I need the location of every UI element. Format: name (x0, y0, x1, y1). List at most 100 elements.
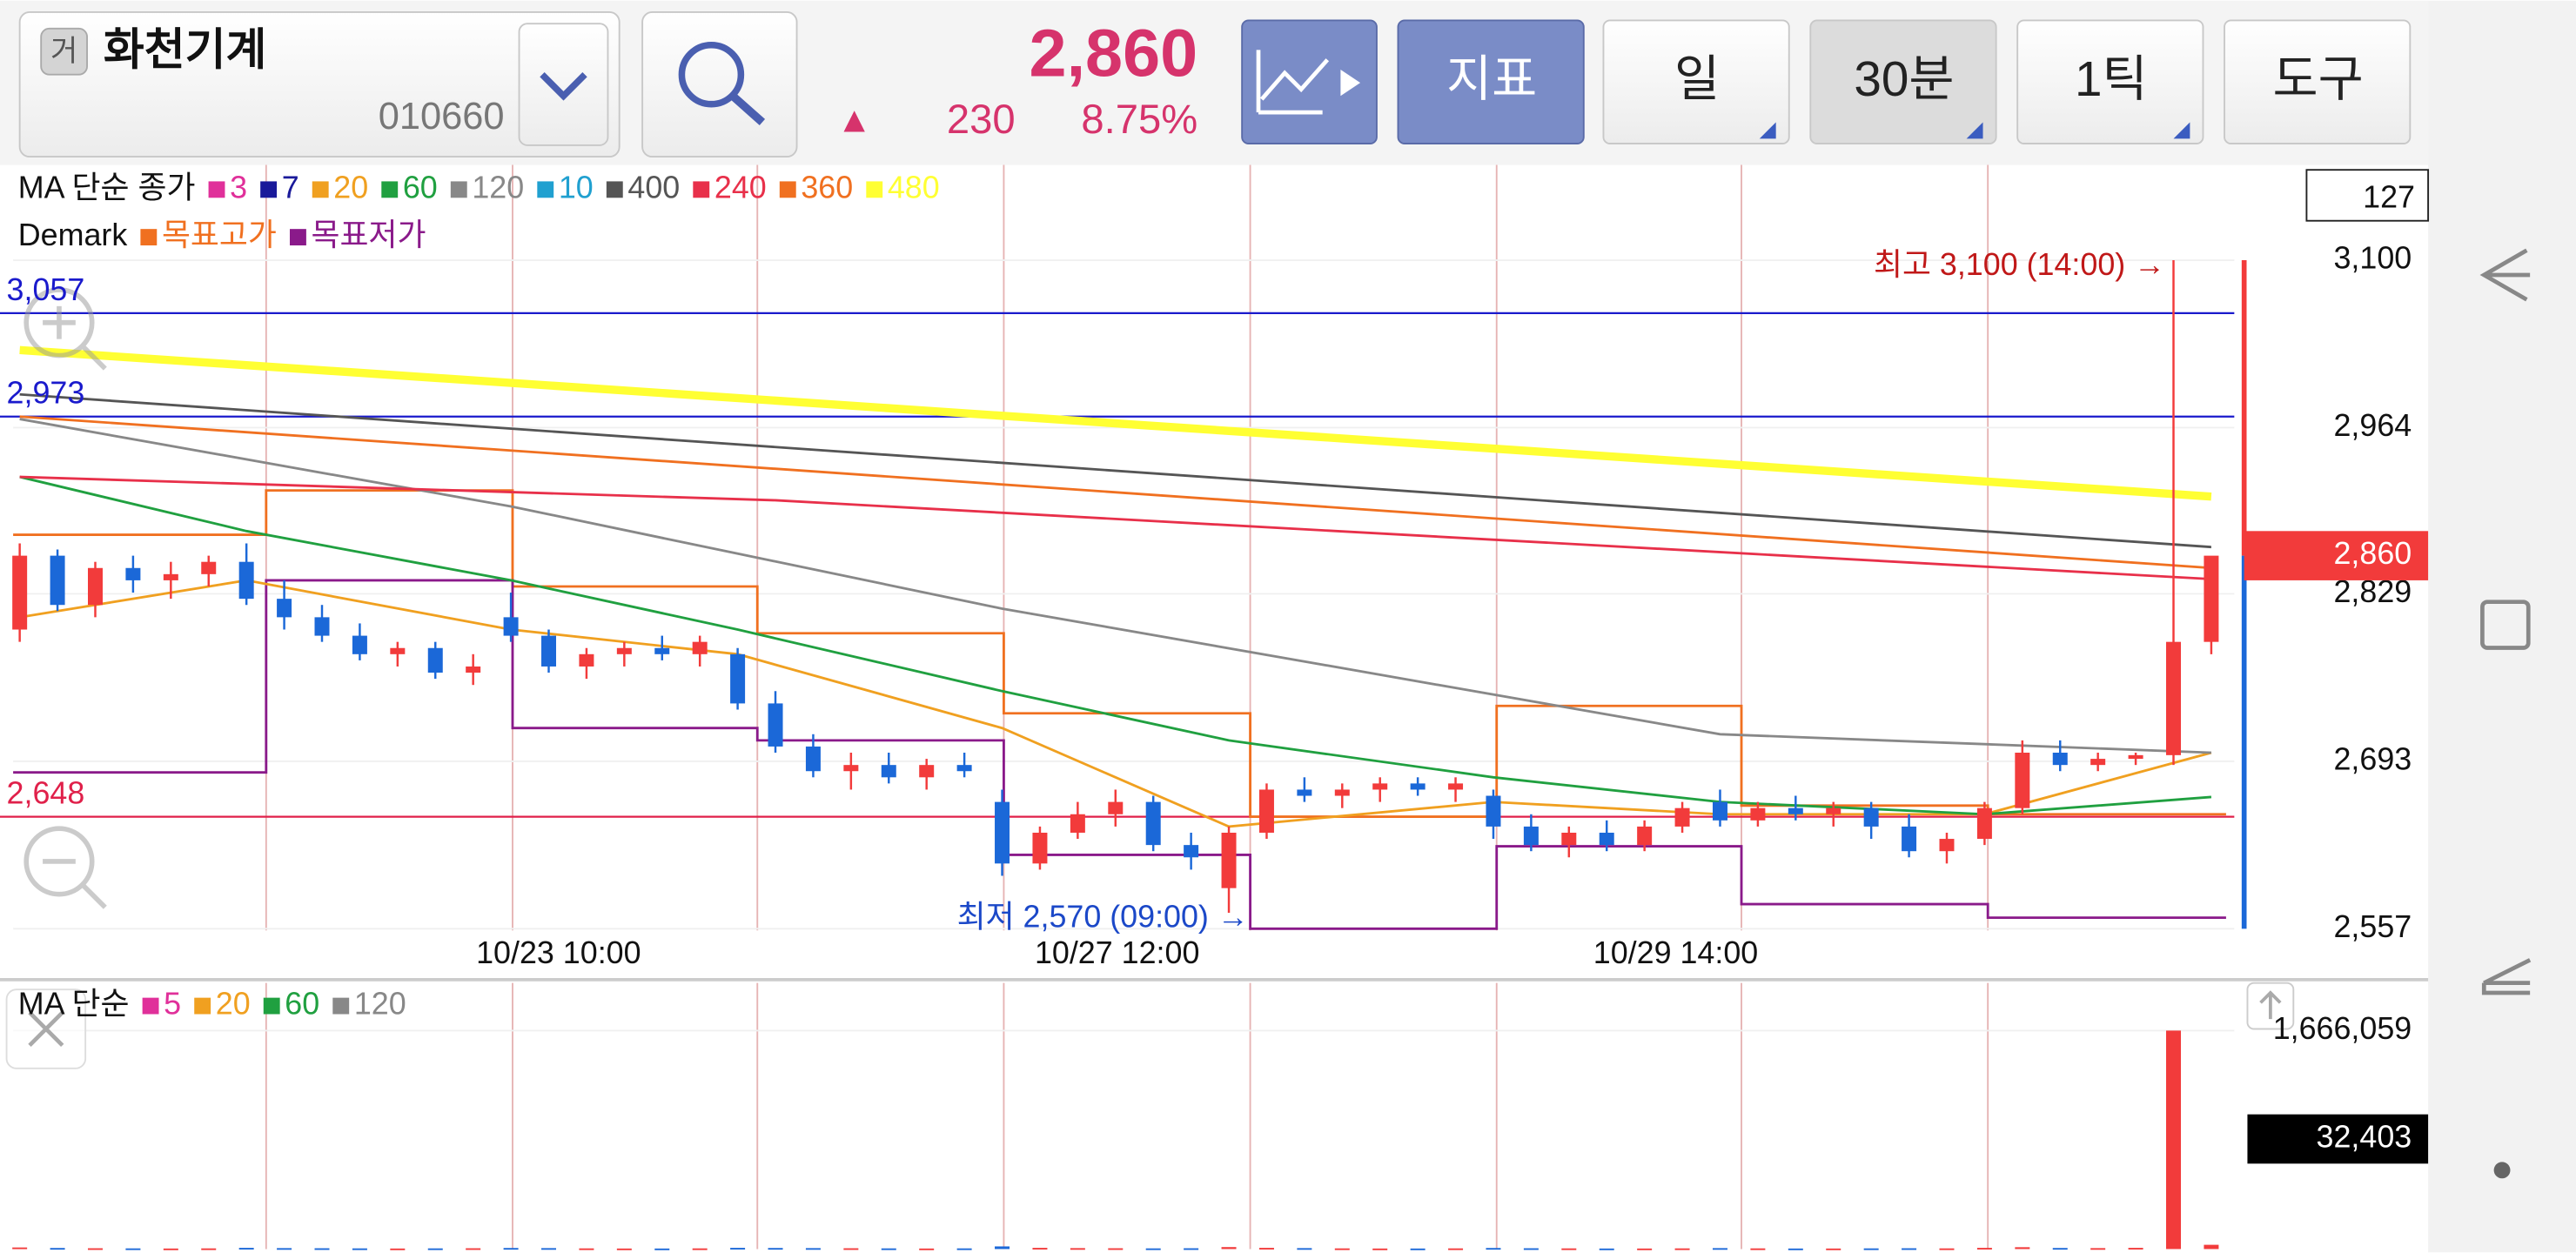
candle-body (1334, 789, 1350, 796)
candle-body (1939, 839, 1955, 852)
plot (0, 259, 2235, 1032)
volume-bar (881, 1248, 896, 1250)
candle-body (50, 555, 65, 606)
legend-item: 5 (164, 987, 181, 1022)
candle-body (541, 635, 557, 667)
candle-body (2128, 754, 2143, 760)
legend-item: 360 (801, 170, 853, 204)
volume-bar (2204, 1244, 2219, 1250)
x-label: 10/27 12:00 (1035, 935, 1199, 970)
candle-body (12, 555, 28, 630)
volume-bar (201, 1248, 217, 1250)
nav-home[interactable] (2480, 600, 2531, 650)
candle-body (1145, 801, 1161, 846)
volume-bar (692, 1248, 708, 1250)
zoom-out[interactable] (23, 826, 107, 909)
candle-body (1750, 807, 1766, 821)
candle-body (427, 647, 443, 673)
legend-swatch (450, 181, 467, 198)
candle-body (1486, 795, 1501, 827)
volume-bar (1221, 1247, 1237, 1250)
volume-bar (1032, 1248, 1048, 1250)
legend-swatch (866, 181, 883, 198)
volume-bar (2128, 1248, 2143, 1250)
volume-bar (12, 1247, 28, 1250)
toolbar: 지표 일 30분 1틱 도구 (1397, 19, 2412, 144)
dropdown[interactable] (518, 23, 609, 146)
volume-bar (1976, 1248, 1992, 1250)
y-tick-label: 1,666,059 (2273, 1011, 2412, 1046)
volume-bar (1788, 1248, 1803, 1250)
legend-item: 120 (354, 987, 406, 1022)
candle-body (579, 653, 594, 667)
candle-body (201, 561, 217, 574)
nav-dot (2493, 1162, 2511, 1179)
nav-back[interactable] (2479, 248, 2531, 302)
volume-bar (1939, 1248, 1955, 1250)
legend-title: MA 단순 (18, 987, 130, 1022)
current-volume-box (2247, 1114, 2429, 1164)
candle-body (2090, 759, 2106, 766)
volume-bar (314, 1248, 330, 1250)
stock-code: 010660 (379, 96, 505, 137)
change: 230 (947, 97, 1016, 143)
toolbar-button[interactable] (2224, 19, 2412, 144)
volume-bar (1561, 1248, 1577, 1250)
stock-name: 화천기계 (104, 25, 267, 75)
volume-bar (805, 1248, 821, 1250)
volume-bar (352, 1248, 367, 1250)
volume-bar (466, 1248, 481, 1250)
legend-swatch (290, 229, 306, 246)
volume-bar (87, 1248, 103, 1250)
chart-icon (1340, 70, 1361, 97)
candle-body (125, 567, 141, 580)
toolbar-button[interactable] (1397, 19, 1585, 144)
candle-body (1297, 789, 1312, 796)
volume-bar (843, 1248, 859, 1250)
legend-swatch (208, 181, 225, 198)
volume-bar (1297, 1248, 1312, 1250)
demark-line (13, 579, 2226, 930)
level-label: 2,648 (7, 776, 85, 811)
badge: 거 (50, 35, 77, 68)
nav-recent[interactable] (2481, 958, 2532, 995)
y-tick-label: 2,557 (2333, 909, 2412, 944)
volume-bar (2090, 1248, 2106, 1250)
candle-body (1712, 801, 1727, 821)
chevron (540, 72, 587, 101)
toolbar-button[interactable] (1809, 19, 1997, 144)
legend-item: 120 (472, 170, 524, 204)
price: 2,860 (1030, 16, 1198, 90)
ma-line (19, 475, 2212, 816)
volume-bar (427, 1248, 443, 1250)
legend-title: MA 단순 종가 (18, 170, 196, 204)
volume-bar (768, 1248, 783, 1250)
volume-bar (579, 1248, 594, 1250)
candle-body (995, 801, 1010, 864)
change-pct: 8.75% (1081, 97, 1197, 143)
y-tick-label: 3,100 (2333, 240, 2412, 275)
legend-swatch (606, 181, 623, 198)
volume-bar (1863, 1248, 1879, 1250)
volume-bar (238, 1248, 254, 1250)
candle-body (1788, 807, 1803, 814)
toolbar-button-label: 지표 (1446, 52, 1537, 107)
volume-bar (1410, 1248, 1426, 1250)
scroll-icon (2259, 990, 2282, 1020)
candle-body (390, 647, 406, 654)
nav-bar (2428, 0, 2576, 1253)
zoom-in[interactable] (23, 287, 107, 371)
volume-bar (1448, 1248, 1464, 1250)
legend-swatch (260, 181, 278, 198)
candle-body (768, 703, 783, 747)
toolbar-button[interactable] (1602, 19, 1790, 144)
close-icon (28, 1010, 64, 1048)
stock-box[interactable] (18, 11, 621, 158)
demark-line (13, 489, 2226, 819)
search-button[interactable] (641, 11, 798, 158)
legend-item: 480 (888, 170, 940, 204)
candle-body (2015, 753, 2030, 808)
legend-swatch (332, 997, 350, 1015)
volume-bar (277, 1248, 292, 1250)
toolbar-button[interactable] (2016, 19, 2204, 144)
